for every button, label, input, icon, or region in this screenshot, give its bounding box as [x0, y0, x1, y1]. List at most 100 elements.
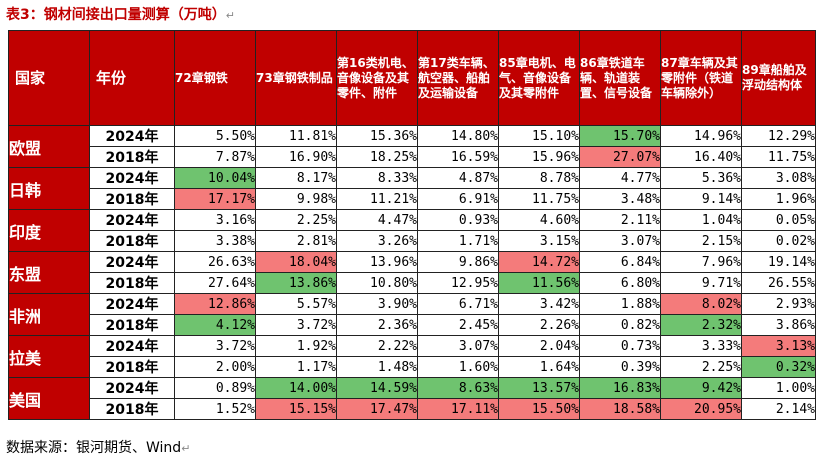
value-cell: 27.64% — [174, 272, 256, 294]
value-cell: 11.21% — [336, 188, 418, 210]
value-cell: 0.39% — [579, 356, 661, 378]
paragraph-mark-icon: ↵ — [225, 9, 235, 22]
value-cell: 5.50% — [174, 125, 256, 147]
year-cell: 2024年 — [89, 293, 175, 315]
value-cell: 4.77% — [579, 167, 661, 189]
value-cell: 3.16% — [174, 209, 256, 231]
value-cell: 14.59% — [336, 377, 418, 399]
value-cell: 3.86% — [741, 314, 816, 336]
value-cell: 1.04% — [660, 209, 742, 231]
paragraph-mark-icon: ↵ — [181, 442, 191, 455]
value-cell: 10.04% — [174, 167, 256, 189]
country-cell: 印度 — [8, 209, 90, 252]
value-cell: 6.84% — [579, 251, 661, 273]
value-cell: 3.48% — [579, 188, 661, 210]
country-cell: 拉美 — [8, 335, 90, 378]
header-ch87: 87章车辆及其零附件（铁道车辆除外） — [660, 30, 742, 126]
value-cell: 12.95% — [417, 272, 499, 294]
value-cell: 16.40% — [660, 146, 742, 168]
value-cell: 13.57% — [498, 377, 580, 399]
value-cell: 1.52% — [174, 398, 256, 420]
value-cell: 9.86% — [417, 251, 499, 273]
year-cell: 2018年 — [89, 146, 175, 168]
table-row: 2018年 27.64% 13.86% 10.80% 12.95% 11.56% 6.80%… — [9, 272, 816, 294]
value-cell: 15.15% — [255, 398, 337, 420]
value-cell: 0.89% — [174, 377, 256, 399]
value-cell: 8.33% — [336, 167, 418, 189]
value-cell: 13.86% — [255, 272, 337, 294]
header-class16: 第16类机电、音像设备及其零件、附件 — [336, 30, 418, 126]
value-cell: 2.93% — [741, 293, 816, 315]
value-cell: 1.00% — [741, 377, 816, 399]
value-cell: 18.58% — [579, 398, 661, 420]
value-cell: 15.70% — [579, 125, 661, 147]
table-row: 日韩 2024年 10.04% 8.17% 8.33% 4.87% 8.78% 4.77% 5.… — [8, 167, 816, 210]
table-row: 2018年 3.38% 2.81% 3.26% 1.71% 3.15% 3.07% 2.15%… — [9, 230, 816, 252]
value-cell: 3.07% — [417, 335, 499, 357]
value-cell: 0.93% — [417, 209, 499, 231]
value-cell: 14.72% — [498, 251, 580, 273]
year-cell: 2024年 — [89, 251, 175, 273]
value-cell: 3.72% — [174, 335, 256, 357]
value-cell: 15.50% — [498, 398, 580, 420]
value-cell: 2.81% — [255, 230, 337, 252]
value-cell: 0.02% — [741, 230, 816, 252]
value-cell: 18.25% — [336, 146, 418, 168]
value-cell: 27.07% — [579, 146, 661, 168]
value-cell: 7.87% — [174, 146, 256, 168]
value-cell: 1.17% — [255, 356, 337, 378]
value-cell: 17.17% — [174, 188, 256, 210]
value-cell: 2.00% — [174, 356, 256, 378]
value-cell: 1.48% — [336, 356, 418, 378]
value-cell: 7.96% — [660, 251, 742, 273]
value-cell: 13.96% — [336, 251, 418, 273]
value-cell: 26.63% — [174, 251, 256, 273]
value-cell: 12.29% — [741, 125, 816, 147]
table-title-text: 表3：钢材间接出口量测算（万吨） — [6, 7, 226, 23]
header-ch85: 85章电机、电气、音像设备及其零附件 — [498, 30, 580, 126]
value-cell: 4.60% — [498, 209, 580, 231]
value-cell: 10.80% — [336, 272, 418, 294]
value-cell: 1.96% — [741, 188, 816, 210]
year-cell: 2018年 — [89, 398, 175, 420]
value-cell: 4.12% — [174, 314, 256, 336]
country-cell: 东盟 — [8, 251, 90, 294]
table-body: 欧盟 2024年 5.50% 11.81% 15.36% 14.80% 15.10% 15.7… — [8, 125, 816, 420]
year-cell: 2018年 — [89, 272, 175, 294]
header-ch73: 73章钢铁制品 — [255, 30, 337, 126]
value-cell: 9.71% — [660, 272, 742, 294]
value-cell: 1.64% — [498, 356, 580, 378]
country-cell: 日韩 — [8, 167, 90, 210]
table-title: 表3：钢材间接出口量测算（万吨）↵ — [6, 4, 235, 24]
value-cell: 0.73% — [579, 335, 661, 357]
year-cell: 2018年 — [89, 314, 175, 336]
value-cell: 2.25% — [255, 209, 337, 231]
value-cell: 14.00% — [255, 377, 337, 399]
value-cell: 2.25% — [660, 356, 742, 378]
header-ch72: 72章钢铁 — [174, 30, 256, 126]
year-cell: 2024年 — [89, 335, 175, 357]
country-cell: 欧盟 — [8, 125, 90, 168]
value-cell: 14.96% — [660, 125, 742, 147]
value-cell: 1.71% — [417, 230, 499, 252]
export-estimate-table: 国家 年份 72章钢铁 73章钢铁制品 第16类机电、音像设备及其零件、附件 第… — [8, 30, 816, 420]
value-cell: 2.45% — [417, 314, 499, 336]
source-text: 数据来源：银河期货、Wind — [6, 440, 182, 456]
country-cell: 非洲 — [8, 293, 90, 336]
value-cell: 2.04% — [498, 335, 580, 357]
year-cell: 2018年 — [89, 188, 175, 210]
header-ch89: 89章船舶及浮动结构体 — [741, 30, 816, 126]
value-cell: 3.15% — [498, 230, 580, 252]
value-cell: 14.80% — [417, 125, 499, 147]
value-cell: 5.57% — [255, 293, 337, 315]
value-cell: 3.08% — [741, 167, 816, 189]
value-cell: 11.56% — [498, 272, 580, 294]
table-row: 非洲 2024年 12.86% 5.57% 3.90% 6.71% 3.42% 1.88% 8.… — [8, 293, 816, 336]
value-cell: 18.04% — [255, 251, 337, 273]
header-row: 国家 年份 72章钢铁 73章钢铁制品 第16类机电、音像设备及其零件、附件 第… — [8, 30, 816, 126]
value-cell: 17.11% — [417, 398, 499, 420]
value-cell: 9.42% — [660, 377, 742, 399]
value-cell: 8.63% — [417, 377, 499, 399]
value-cell: 11.81% — [255, 125, 337, 147]
value-cell: 4.87% — [417, 167, 499, 189]
